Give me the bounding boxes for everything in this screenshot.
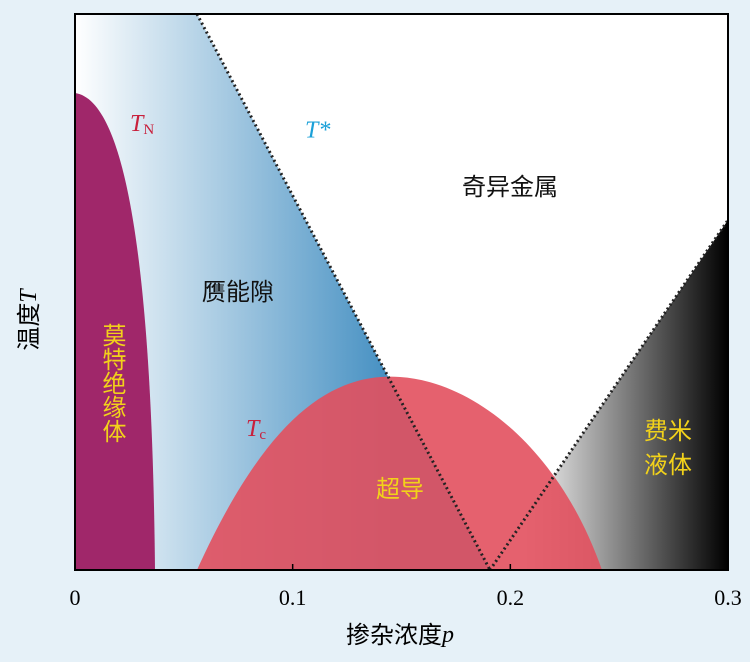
mott-label: 莫特绝缘体 (98, 323, 126, 443)
x-tick-label: 0.3 (714, 585, 742, 610)
superconducting-dome (197, 376, 602, 570)
strange-metal-label: 奇异金属 (462, 173, 558, 201)
label-symbol: T (16, 288, 42, 303)
y-axis-label: 温度T (15, 288, 43, 351)
symbol: T (246, 416, 261, 442)
plot-frame (74, 13, 729, 571)
x-tick-label: 0.2 (497, 585, 525, 610)
x-tick-label: 0 (70, 585, 81, 610)
pseudogap-line-label: T* (305, 118, 330, 144)
superconductor-label: 超导 (376, 475, 424, 503)
fermi-liquid-line (488, 219, 730, 571)
neel-label: TN (130, 111, 154, 139)
label-text: 温度 (15, 303, 43, 351)
subscript: N (143, 122, 154, 138)
x-axis-label: 掺杂浓度p (346, 621, 454, 649)
fermi-liquid-label: 液体 (644, 451, 692, 479)
label-text: 掺杂浓度 (346, 621, 442, 649)
pseudogap-label: 赝能隙 (202, 278, 274, 306)
label-symbol: p (440, 622, 454, 648)
mott-region (75, 93, 155, 570)
x-tick-label: 0.1 (279, 585, 307, 610)
symbol: T (130, 111, 145, 137)
tc-label: Tc (246, 416, 266, 444)
x-axis: 0 0.1 0.2 0.3 (70, 564, 742, 610)
subscript: c (259, 427, 266, 443)
fermi-liquid-label: 费米 (644, 417, 692, 445)
